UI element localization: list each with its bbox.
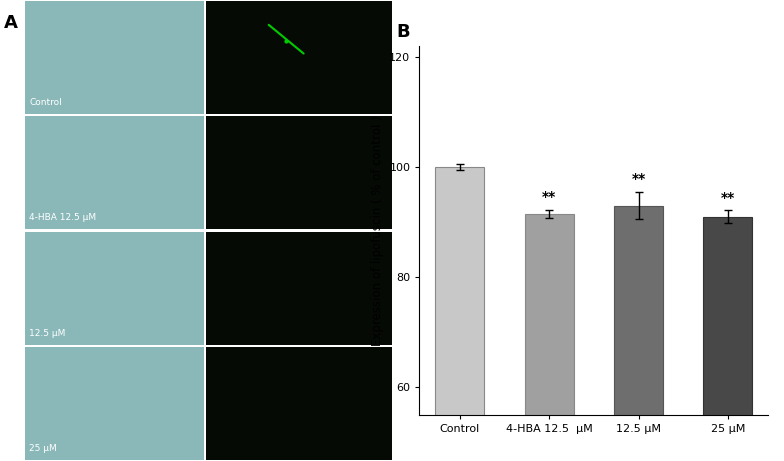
Y-axis label: Expression of lipofuscin ( % of control ): Expression of lipofuscin ( % of control … <box>371 115 383 346</box>
Text: **: ** <box>542 190 557 204</box>
Bar <box>435 167 485 461</box>
Text: A: A <box>4 14 18 32</box>
Text: B: B <box>396 23 409 41</box>
Text: Control: Control <box>30 98 62 107</box>
Bar <box>703 217 753 461</box>
Text: **: ** <box>720 191 735 205</box>
Text: **: ** <box>631 172 646 186</box>
Bar <box>614 206 663 461</box>
Text: 4-HBA 12.5 μM: 4-HBA 12.5 μM <box>30 213 96 223</box>
Text: 25 μM: 25 μM <box>30 444 57 453</box>
Text: 12.5 μM: 12.5 μM <box>30 329 66 337</box>
Bar <box>524 214 574 461</box>
